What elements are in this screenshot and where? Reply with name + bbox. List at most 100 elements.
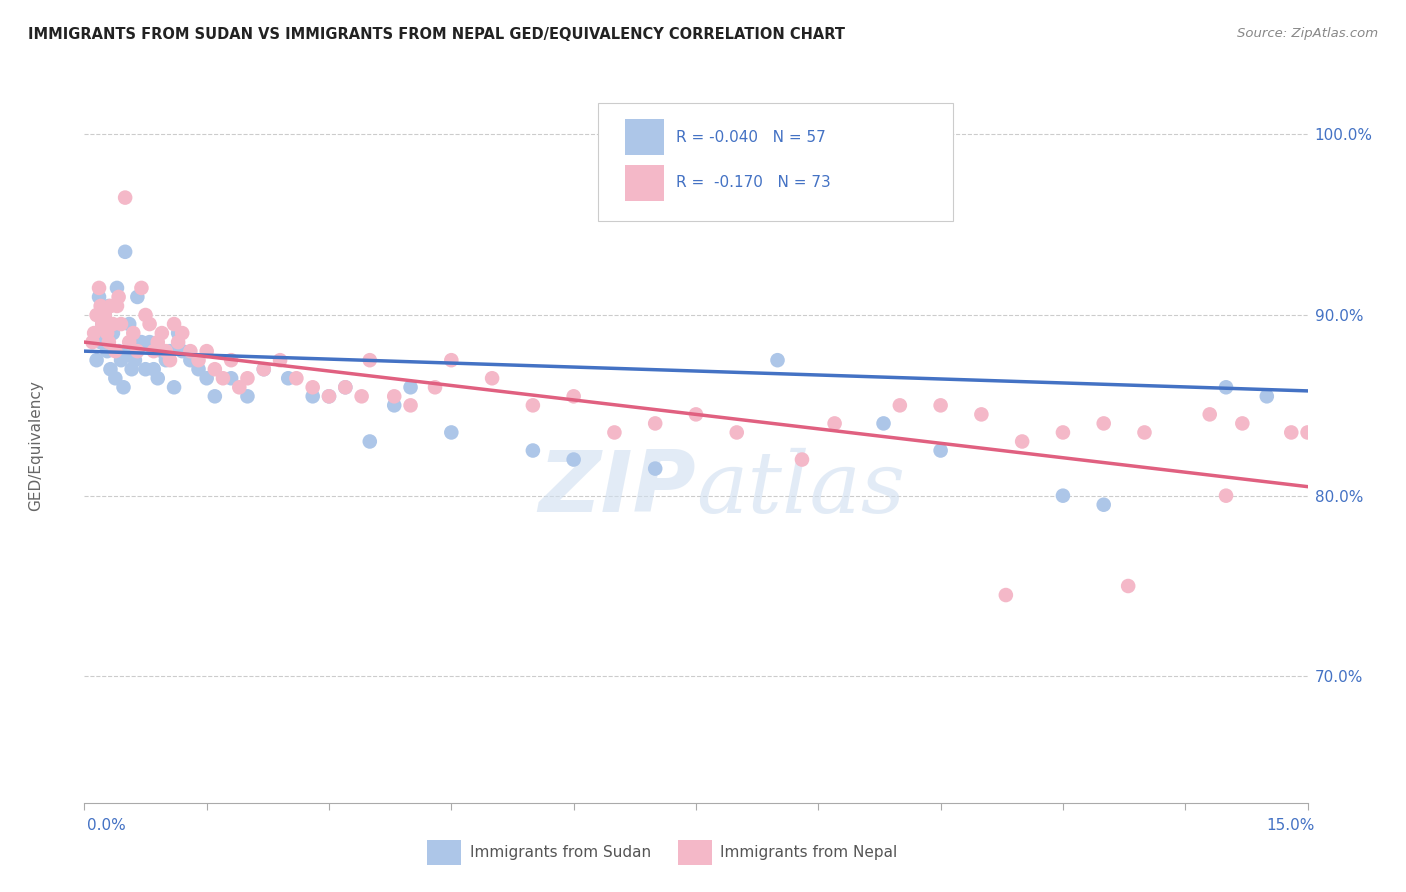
Point <box>1116 579 1139 593</box>
Point <box>994 588 1017 602</box>
Point <box>163 380 186 394</box>
Point <box>100 299 122 313</box>
Point <box>399 398 422 412</box>
Point <box>131 281 153 295</box>
Point <box>101 326 124 340</box>
Point <box>219 371 242 385</box>
Point <box>91 317 114 331</box>
Point <box>253 362 276 376</box>
Point <box>122 344 145 359</box>
Point <box>824 417 846 431</box>
Point <box>118 317 141 331</box>
Point <box>107 290 129 304</box>
Point <box>110 317 132 331</box>
Point <box>90 335 112 350</box>
Point <box>285 371 308 385</box>
Point <box>86 353 108 368</box>
Point <box>212 371 235 385</box>
Point <box>93 308 117 322</box>
Point <box>1296 425 1319 440</box>
Bar <box>626 120 664 155</box>
Text: GED/Equivalency: GED/Equivalency <box>28 381 44 511</box>
Text: atlas: atlas <box>696 448 905 530</box>
Point <box>970 408 993 422</box>
Point <box>872 417 894 431</box>
Point <box>562 389 585 403</box>
Point <box>104 371 127 385</box>
Point <box>1092 498 1115 512</box>
Point <box>277 371 299 385</box>
Point <box>115 344 138 359</box>
Point <box>522 443 544 458</box>
Point <box>87 290 110 304</box>
Point <box>350 389 373 403</box>
Point <box>1232 417 1254 431</box>
Point <box>142 362 165 376</box>
Point <box>929 443 952 458</box>
Text: R =  -0.170   N = 73: R = -0.170 N = 73 <box>676 176 831 191</box>
Point <box>269 353 291 368</box>
Point <box>96 326 118 340</box>
Point <box>159 344 181 359</box>
Point <box>318 389 340 403</box>
Point <box>1011 434 1033 449</box>
Point <box>107 344 129 359</box>
Point <box>359 434 381 449</box>
Point <box>167 326 190 340</box>
Text: Source: ZipAtlas.com: Source: ZipAtlas.com <box>1237 27 1378 40</box>
Point <box>135 308 157 322</box>
Point <box>167 335 190 350</box>
Point <box>481 371 503 385</box>
Point <box>142 344 165 359</box>
Point <box>562 452 585 467</box>
Point <box>228 380 250 394</box>
Point <box>399 380 422 394</box>
Point <box>146 335 169 350</box>
Text: 0.0%: 0.0% <box>87 818 127 832</box>
Point <box>301 380 323 394</box>
Bar <box>626 165 664 201</box>
Text: IMMIGRANTS FROM SUDAN VS IMMIGRANTS FROM NEPAL GED/EQUIVALENCY CORRELATION CHART: IMMIGRANTS FROM SUDAN VS IMMIGRANTS FROM… <box>28 27 845 42</box>
Point <box>253 362 276 376</box>
Text: 15.0%: 15.0% <box>1267 818 1315 832</box>
Point <box>382 398 405 412</box>
Point <box>138 317 160 331</box>
Point <box>1279 425 1302 440</box>
Point <box>301 389 323 403</box>
Point <box>1052 425 1074 440</box>
Point <box>382 389 405 403</box>
Point <box>146 371 169 385</box>
Point <box>150 344 173 359</box>
Point <box>195 344 218 359</box>
Point <box>155 353 177 368</box>
Point <box>118 335 141 350</box>
Point <box>236 389 259 403</box>
Point <box>1215 489 1237 503</box>
Bar <box>427 840 461 865</box>
Point <box>101 317 124 331</box>
Point <box>110 353 132 368</box>
Point <box>204 389 226 403</box>
Point <box>172 344 194 359</box>
Point <box>86 308 108 322</box>
Point <box>929 398 952 412</box>
Point <box>195 371 218 385</box>
Point <box>127 290 149 304</box>
Point <box>725 425 748 440</box>
Point <box>187 353 209 368</box>
Point <box>104 344 127 359</box>
Point <box>105 281 128 295</box>
Point <box>522 398 544 412</box>
Point <box>603 425 626 440</box>
Point <box>131 335 153 350</box>
Point <box>114 191 136 205</box>
Point <box>423 380 446 394</box>
Point <box>124 353 146 368</box>
Point <box>112 380 135 394</box>
Point <box>172 326 194 340</box>
Point <box>335 380 357 394</box>
Point <box>93 308 117 322</box>
Point <box>135 362 157 376</box>
Point <box>97 335 120 350</box>
Text: R = -0.040   N = 57: R = -0.040 N = 57 <box>676 129 827 145</box>
